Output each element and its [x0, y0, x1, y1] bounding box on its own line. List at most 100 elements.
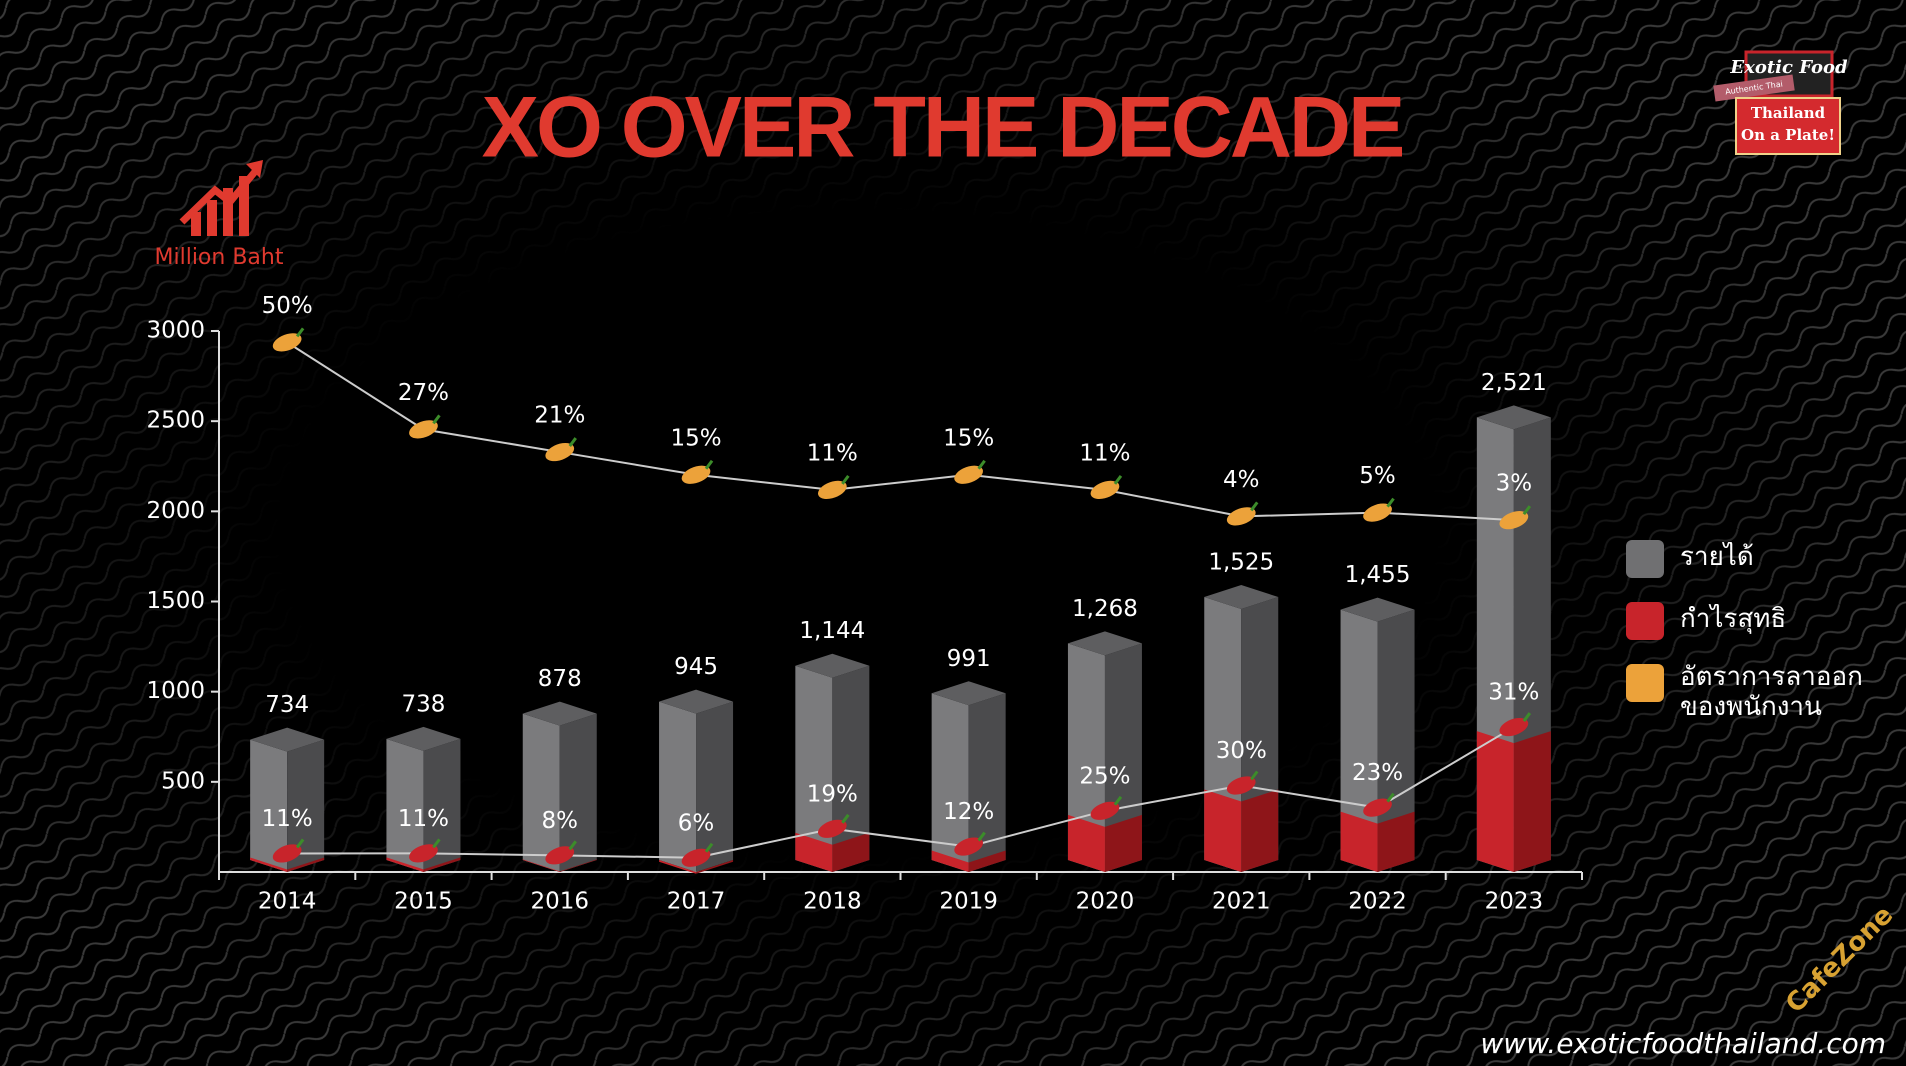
- profit-bar-left: [1067, 814, 1105, 872]
- turnover-label: 3%: [1496, 471, 1533, 497]
- profit-label: 12%: [943, 799, 994, 825]
- chili-body: [1090, 480, 1120, 499]
- revenue-label: 1,144: [799, 618, 865, 644]
- chili-marker: [1499, 712, 1532, 737]
- y-tick-label: 3000: [146, 318, 205, 344]
- legend-swatch: [1626, 664, 1664, 702]
- legend-label-box: กำไรสุทธิ: [1680, 604, 1786, 634]
- chili-stem: [568, 840, 577, 851]
- profit-bar-left: [931, 850, 969, 872]
- chili-stem: [1250, 501, 1259, 512]
- profit-bar-right: [559, 859, 597, 872]
- chili-marker: [954, 459, 986, 484]
- chili-stem: [1250, 770, 1259, 781]
- revenue-bar-left: [386, 738, 424, 872]
- revenue-label: 878: [538, 666, 582, 692]
- turnover-label: 5%: [1359, 463, 1396, 489]
- chili-marker: [272, 838, 305, 863]
- chili-body: [681, 848, 711, 867]
- y-axis-label: Million Baht: [155, 245, 284, 270]
- revenue-bar-top: [1476, 405, 1551, 430]
- chili-stem: [432, 838, 441, 849]
- chili-marker: [409, 838, 441, 863]
- chili-stem: [977, 459, 986, 470]
- chili-stem: [1386, 792, 1395, 803]
- chili-body: [954, 837, 984, 856]
- revenue-bar-top: [659, 689, 734, 714]
- y-tick-label: 500: [161, 768, 205, 794]
- chili-marker: [817, 474, 850, 499]
- logo: Exotic Food Authentic Thai Thailand On a…: [1713, 50, 1848, 155]
- turnover-label: 11%: [807, 440, 858, 466]
- chili-body: [817, 480, 847, 499]
- revenue-bar-top: [522, 701, 597, 726]
- revenue-bar-right: [696, 701, 734, 872]
- logo-slogan: Thailand On a Plate!: [1741, 104, 1835, 144]
- chili-marker: [1226, 501, 1259, 526]
- profit-label: 30%: [1216, 738, 1267, 764]
- chili-body: [817, 819, 847, 838]
- chili-body: [954, 465, 984, 484]
- turnover-label: 15%: [670, 425, 721, 451]
- revenue-bar-top: [1067, 631, 1142, 656]
- chili-marker: [817, 813, 850, 838]
- profit-bar-left: [386, 857, 424, 872]
- chili-body: [545, 846, 575, 865]
- chili-marker: [1226, 770, 1259, 795]
- profit-label: 19%: [807, 781, 858, 807]
- chili-body: [409, 844, 438, 863]
- chili-body: [272, 333, 302, 352]
- logo-brand: Exotic Food: [1729, 57, 1848, 78]
- x-tick-label: 2020: [1076, 889, 1135, 915]
- chili-marker: [1363, 497, 1395, 522]
- profit-bar-right: [1377, 811, 1415, 872]
- chili-body: [681, 465, 711, 484]
- chili-stem: [1386, 497, 1395, 508]
- profit-label: 6%: [678, 810, 715, 836]
- chili-marker: [272, 327, 305, 352]
- profit-bar-right: [1513, 731, 1551, 872]
- profit-label: 11%: [262, 806, 313, 832]
- revenue-label: 991: [947, 646, 991, 672]
- profit-bar-right: [287, 857, 325, 872]
- legend-swatch: [1626, 540, 1664, 578]
- revenue-bar-left: [522, 713, 560, 872]
- revenue-label: 2,521: [1481, 370, 1547, 396]
- legend-label-box: อัตราการลาออกของพนักงาน: [1680, 662, 1863, 722]
- chili-stem: [841, 474, 850, 485]
- turnover-label: 4%: [1223, 467, 1260, 493]
- x-tick-label: 2019: [939, 889, 998, 915]
- chili-body: [1090, 801, 1120, 820]
- legend-label: อัตราการลาออกของพนักงาน: [1680, 662, 1863, 722]
- profit-bar-right: [832, 832, 870, 872]
- x-tick-label: 2016: [530, 889, 589, 915]
- revenue-bar-top: [386, 726, 461, 751]
- logo-slogan-box: Thailand On a Plate!: [1741, 104, 1835, 144]
- x-tick-label: 2021: [1212, 889, 1271, 915]
- profit-label: 31%: [1488, 680, 1539, 706]
- axis-icon: [179, 160, 263, 236]
- chili-body: [409, 420, 438, 439]
- website: www.exoticfoodthailand.com: [1480, 1027, 1886, 1060]
- chili-body: [1363, 503, 1392, 522]
- revenue-bar-left: [931, 693, 969, 872]
- y-tick-label: 2000: [146, 498, 205, 524]
- revenue-bar-right: [423, 738, 461, 872]
- profit-bar-left: [1476, 731, 1514, 872]
- chili-stem: [1113, 795, 1123, 806]
- revenue-label: 1,525: [1208, 549, 1274, 575]
- profit-bar-right: [696, 860, 734, 874]
- chili-stem: [295, 327, 305, 338]
- profit-label: 23%: [1352, 760, 1403, 786]
- chili-stem: [568, 437, 577, 447]
- chili-marker: [681, 842, 714, 867]
- revenue-label: 1,268: [1072, 596, 1138, 622]
- revenue-label: 945: [674, 654, 718, 680]
- x-tick-label: 2022: [1348, 889, 1407, 915]
- profit-bar-left: [659, 860, 697, 874]
- y-tick-label: 2500: [146, 408, 205, 434]
- chili-stem: [977, 831, 986, 842]
- chili-stem: [432, 414, 441, 425]
- revenue-label: 738: [401, 691, 445, 717]
